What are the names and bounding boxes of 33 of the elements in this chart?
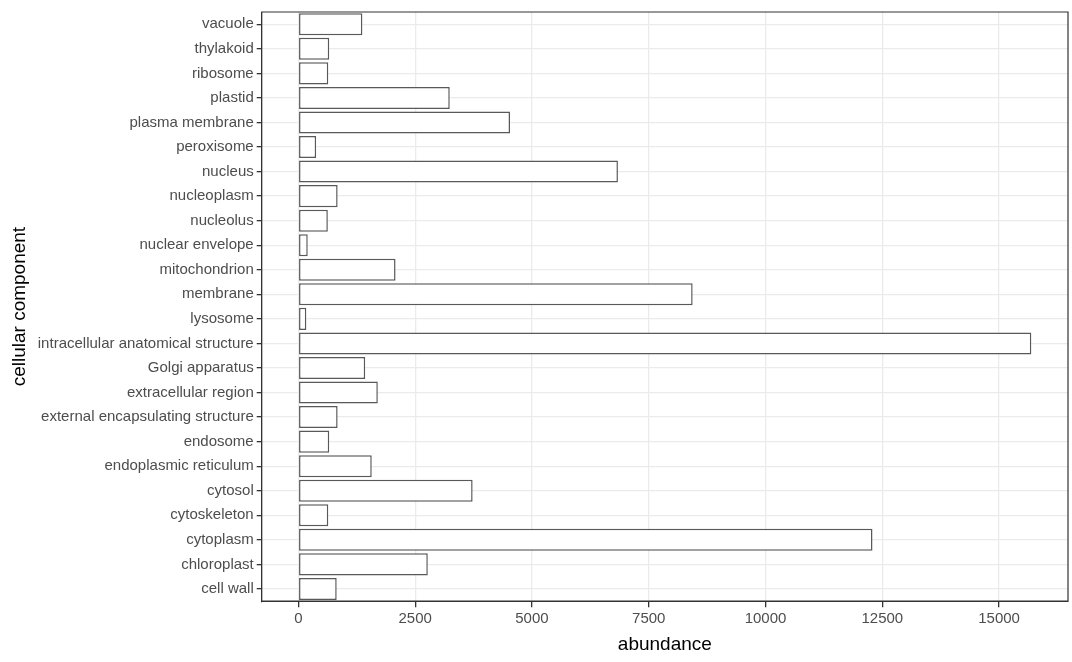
x-tick-label: 10000 [744,609,787,627]
y-tick-label: lysosome [190,309,254,327]
y-tick-label: nucleus [202,161,254,179]
x-tick-label: 12500 [861,609,904,627]
y-tick-label: membrane [182,284,254,302]
x-axis-title: abundance [617,632,712,654]
x-tick-label: 0 [294,609,303,627]
y-tick-label: vacuole [202,14,254,32]
y-tick-label: cytoskeleton [170,505,254,523]
y-tick-label: Golgi apparatus [147,358,254,376]
y-tick-label: nuclear envelope [139,235,254,253]
y-tick-label: intracellular anatomical structure [37,333,254,351]
y-tick-label: nucleoplasm [169,186,254,204]
y-tick-label: plastid [210,88,254,106]
y-tick-label: peroxisome [176,137,254,155]
y-tick-label: endoplasmic reticulum [104,456,254,474]
y-tick-label: nucleolus [190,210,254,228]
y-tick-label: external encapsulating structure [41,407,254,425]
x-tick-label: 7500 [632,609,666,627]
y-tick-label: plasma membrane [129,112,254,130]
y-tick-label: ribosome [192,63,254,81]
y-tick-label: thylakoid [194,38,254,56]
y-tick-label: endosome [183,431,254,449]
y-tick-label: extracellular region [126,382,254,400]
x-tick-label: 5000 [515,609,549,627]
y-tick-label: cytosol [207,480,254,498]
y-axis-title: cellular component [7,226,29,387]
y-tick-label: cytoplasm [186,529,254,547]
y-tick-label: mitochondrion [159,259,254,277]
x-tick-label: 2500 [398,609,432,627]
x-tick-label: 15000 [978,609,1020,627]
y-tick-label: cell wall [201,579,254,597]
y-tick-label: chloroplast [181,554,255,572]
